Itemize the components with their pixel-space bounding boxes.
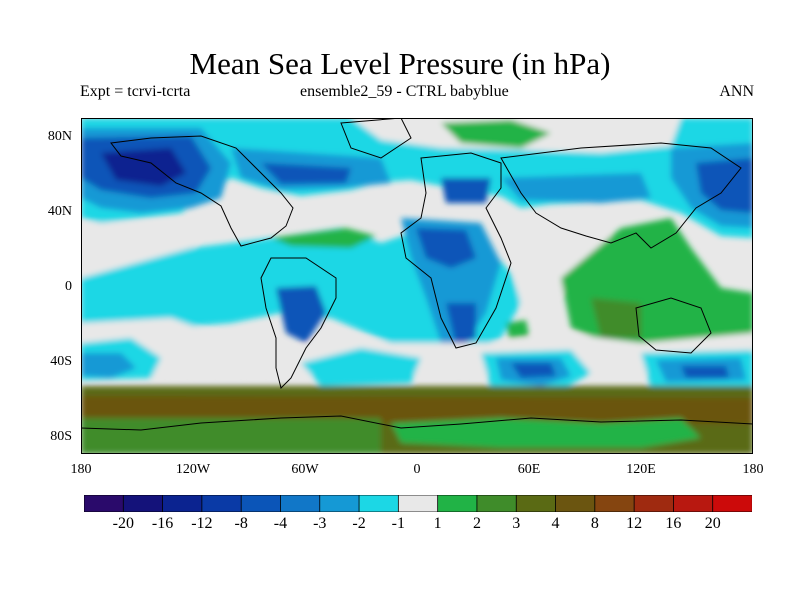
lat-label-40s: 40S xyxy=(50,354,72,369)
colorbar-swatch xyxy=(633,495,675,512)
colorbar-label: -3 xyxy=(313,515,327,532)
indo-pacific-darkgreen xyxy=(591,298,641,338)
colorbar-label: 4 xyxy=(551,515,560,532)
colorbar xyxy=(84,495,752,512)
lon-label-180e: 180 xyxy=(742,462,764,477)
colorbar-swatch xyxy=(476,495,517,512)
lon-label-180w: 180 xyxy=(70,462,92,477)
colorbar-swatch xyxy=(555,495,596,512)
colorbar-swatch xyxy=(712,495,752,512)
arctic-green xyxy=(441,120,551,148)
south-africa-mid xyxy=(446,303,476,346)
antarctic-green-patch xyxy=(391,418,701,448)
europe-africa-coast xyxy=(400,152,512,349)
eurasia-blue xyxy=(501,173,651,203)
lat-label-40n: 40N xyxy=(47,204,72,219)
africa-mid xyxy=(416,228,476,268)
season-label: ANN xyxy=(719,83,754,100)
colorbar-label: -16 xyxy=(151,515,174,532)
colorbar-label: 16 xyxy=(665,515,682,532)
south-america-mid xyxy=(276,286,326,343)
atlantic-green-patch xyxy=(271,228,376,248)
colorbar-label: 20 xyxy=(704,515,721,532)
colorbar-swatch xyxy=(122,495,164,512)
colorbar-label: 3 xyxy=(512,515,521,532)
south-atlantic-cyan xyxy=(301,348,421,386)
south-pacific-dark-east xyxy=(681,366,729,378)
north-pacific-dark xyxy=(101,148,186,186)
colorbar-label: 8 xyxy=(590,515,599,532)
south-indian-dark xyxy=(511,363,556,378)
ensemble-label: ensemble2_59 - CTRL babyblue xyxy=(300,83,509,100)
colorbar-label: 12 xyxy=(626,515,643,532)
southern-midlat-neutral xyxy=(81,318,753,378)
colorbar-swatch xyxy=(437,495,478,512)
colorbar-swatch xyxy=(673,495,714,512)
map-title: Mean Sea Level Pressure (in hPa) xyxy=(189,46,611,81)
south-america-coast xyxy=(260,257,337,389)
lon-label-120e: 120E xyxy=(626,462,656,477)
colorbar-label: 2 xyxy=(472,515,481,532)
colorbar-swatch xyxy=(162,495,203,512)
colorbar-swatch xyxy=(240,495,282,512)
lon-label-60w: 60W xyxy=(291,462,319,477)
north-america-coast xyxy=(110,135,294,247)
lon-label-0: 0 xyxy=(413,462,421,477)
colorbar-swatch xyxy=(358,495,400,512)
colorbar-swatch xyxy=(397,495,439,512)
colorbar-label: -4 xyxy=(273,515,288,532)
colorbar-swatch xyxy=(84,495,124,512)
experiment-label: Expt = tcrvi-tcrta xyxy=(80,83,191,100)
pressure-map xyxy=(81,118,753,454)
colorbar-label: -20 xyxy=(112,515,134,532)
antarctica-coast xyxy=(81,415,753,431)
colorbar-label: 1 xyxy=(433,515,442,532)
lon-label-120w: 120W xyxy=(175,462,211,477)
australia-coast xyxy=(635,297,712,354)
asia-coast xyxy=(500,142,742,249)
lat-label-80n: 80N xyxy=(47,129,72,144)
colorbar-label: -2 xyxy=(352,515,366,532)
map-frame xyxy=(81,118,753,454)
colorbar-swatch xyxy=(594,495,635,512)
lon-label-60e: 60E xyxy=(517,462,541,477)
antarctic-brown xyxy=(81,396,753,424)
colorbar-swatch xyxy=(319,495,360,512)
south-pacific-lblue-west xyxy=(81,353,136,378)
south-indian-green xyxy=(506,320,529,338)
colorbar-swatch xyxy=(201,495,242,512)
europe-mid xyxy=(441,178,491,203)
north-atlantic-mid xyxy=(261,163,351,184)
colorbar-label: -1 xyxy=(391,515,405,532)
lat-label-80s: 80S xyxy=(50,429,72,444)
colorbar-swatch xyxy=(515,495,557,512)
antarctic-darkgreen xyxy=(81,418,381,454)
colorbar-label: -12 xyxy=(191,515,213,532)
colorbar-label: -8 xyxy=(234,515,248,532)
colorbar-swatch xyxy=(280,495,321,512)
lat-label-equator: 0 xyxy=(65,279,72,294)
